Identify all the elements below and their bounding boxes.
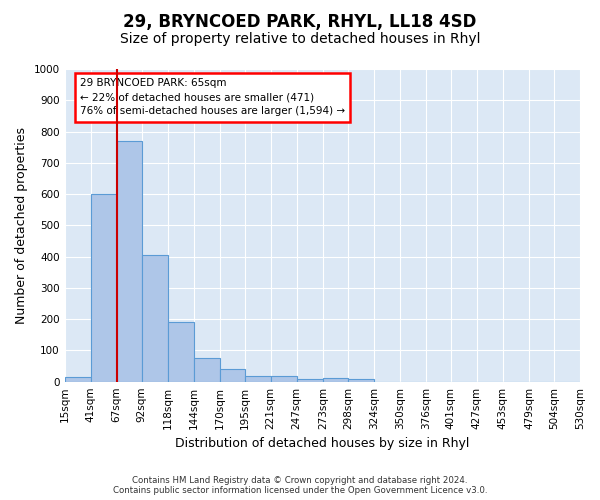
- Bar: [142, 255, 167, 382]
- Text: Size of property relative to detached houses in Rhyl: Size of property relative to detached ho…: [120, 32, 480, 46]
- X-axis label: Distribution of detached houses by size in Rhyl: Distribution of detached houses by size …: [175, 437, 469, 450]
- Bar: [194, 358, 220, 382]
- Bar: [91, 194, 116, 382]
- Text: Contains HM Land Registry data © Crown copyright and database right 2024.
Contai: Contains HM Land Registry data © Crown c…: [113, 476, 487, 495]
- Bar: [65, 377, 91, 382]
- Bar: [348, 379, 374, 382]
- Bar: [167, 322, 194, 382]
- Bar: [271, 376, 297, 382]
- Bar: [323, 378, 348, 382]
- Y-axis label: Number of detached properties: Number of detached properties: [15, 127, 28, 324]
- Text: 29 BRYNCOED PARK: 65sqm
← 22% of detached houses are smaller (471)
76% of semi-d: 29 BRYNCOED PARK: 65sqm ← 22% of detache…: [80, 78, 345, 116]
- Bar: [245, 376, 271, 382]
- Text: 29, BRYNCOED PARK, RHYL, LL18 4SD: 29, BRYNCOED PARK, RHYL, LL18 4SD: [124, 12, 476, 30]
- Bar: [116, 141, 142, 382]
- Bar: [297, 378, 323, 382]
- Bar: [220, 369, 245, 382]
